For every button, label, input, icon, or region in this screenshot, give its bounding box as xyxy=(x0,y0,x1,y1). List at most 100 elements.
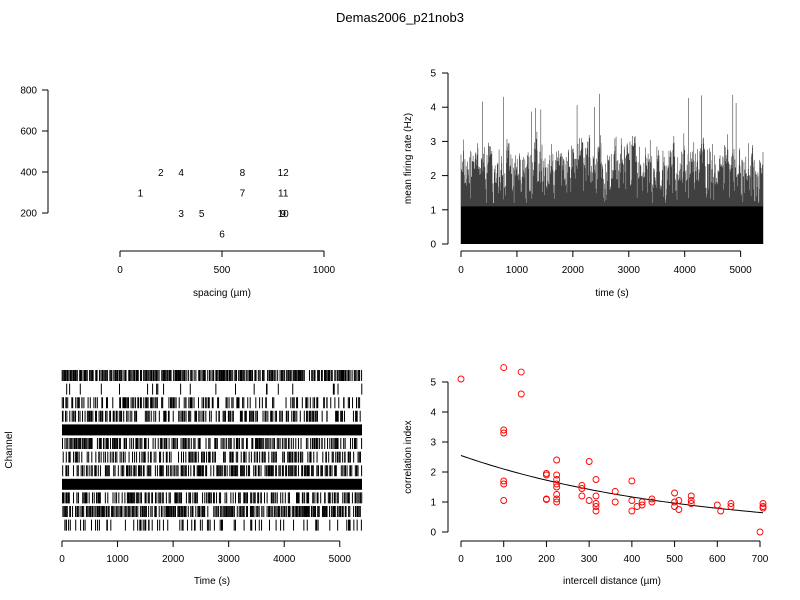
x-tick-label: 200 xyxy=(538,554,555,565)
x-tick-label: 600 xyxy=(709,554,726,565)
correlation-point xyxy=(592,507,600,515)
correlation-point xyxy=(457,375,465,383)
correlation-point xyxy=(500,477,508,485)
raster-plot: Channel 0 1000 2000 3000 4000 5000 Time (s) xyxy=(4,370,363,587)
y-axis-label: Channel xyxy=(4,431,15,468)
correlation-point xyxy=(542,496,550,504)
x-tick-label: 5000 xyxy=(329,554,352,565)
electrode-label: 6 xyxy=(219,230,225,241)
channel-8-spikes xyxy=(62,465,363,477)
x-tick-label: 400 xyxy=(624,554,641,565)
correlation-point xyxy=(500,497,508,504)
correlation-point xyxy=(727,500,735,507)
correlation-point xyxy=(717,507,725,515)
y-tick-label: 1 xyxy=(430,498,436,509)
x-tick-label: 0 xyxy=(458,265,464,276)
x-tick-label: 100 xyxy=(495,554,512,565)
correlation-point xyxy=(671,498,679,506)
correlation-point xyxy=(578,492,586,500)
correlation-point xyxy=(628,497,636,504)
channel-3-spikes xyxy=(61,397,361,409)
x-tick-label: 4000 xyxy=(273,554,296,565)
correlation-point xyxy=(553,456,561,464)
correlation-point xyxy=(675,506,683,513)
x-tick-label: 5000 xyxy=(730,265,753,276)
channel-4-spikes xyxy=(61,410,361,422)
electrode-label: 8 xyxy=(240,168,246,179)
electrode-label: 4 xyxy=(178,168,184,179)
y-tick-label: 4 xyxy=(430,103,436,114)
y-tick-label: 200 xyxy=(20,209,37,220)
x-tick-label: 2000 xyxy=(162,554,185,565)
x-tick-label: 700 xyxy=(752,554,769,565)
correlation-point xyxy=(553,498,561,506)
correlation-point xyxy=(759,504,767,512)
correlation-point xyxy=(648,495,656,503)
correlation-point xyxy=(611,488,619,495)
x-axis-label: time (s) xyxy=(595,288,628,299)
firing-rate-plot: 0 1 2 3 4 5 mean firing rate (Hz) 0 1000 2000 3000… xyxy=(403,69,764,299)
x-tick-label: 0 xyxy=(117,265,123,276)
fit-curve xyxy=(460,455,764,514)
channel-6-spikes xyxy=(62,438,363,449)
correlation-point xyxy=(542,471,550,479)
y-tick-label: 0 xyxy=(430,240,436,251)
electrode-label: 11 xyxy=(278,189,289,200)
correlation-point xyxy=(687,500,695,507)
electrode-label: 3 xyxy=(178,209,184,220)
correlation-plot: 0 1 2 3 4 5 correlation index 0 100 200 300 400 500 6… xyxy=(403,364,769,587)
correlation-point xyxy=(687,492,695,500)
y-tick-label: 3 xyxy=(430,438,436,449)
correlation-point xyxy=(592,476,600,483)
channel-7-spikes xyxy=(62,451,361,463)
electrode-label: 9 xyxy=(280,209,286,220)
x-axis-label: Time (s) xyxy=(194,576,230,587)
correlation-point xyxy=(553,476,561,483)
x-tick-label: 500 xyxy=(214,265,231,276)
correlation-point xyxy=(592,503,600,510)
correlation-point xyxy=(578,485,586,492)
y-tick-label: 600 xyxy=(20,127,37,138)
channel-1-spikes xyxy=(61,370,363,381)
channel-12-spikes xyxy=(64,519,362,531)
correlation-point xyxy=(500,364,508,372)
correlation-point xyxy=(675,497,683,504)
channel-2-spikes xyxy=(66,383,363,395)
correlation-point xyxy=(500,429,508,437)
y-tick-label: 5 xyxy=(430,69,436,80)
electrode-label: 7 xyxy=(240,189,246,200)
x-tick-label: 1000 xyxy=(106,554,129,565)
correlation-point xyxy=(500,426,508,434)
x-tick-label: 3000 xyxy=(218,554,241,565)
correlation-point xyxy=(553,471,561,479)
y-tick-label: 1 xyxy=(430,205,436,216)
correlation-point xyxy=(553,495,561,503)
electrode-label: 12 xyxy=(278,168,290,179)
correlation-point xyxy=(553,480,561,488)
x-tick-label: 4000 xyxy=(674,265,697,276)
x-tick-label: 1000 xyxy=(313,265,336,276)
correlation-point xyxy=(500,480,508,488)
y-tick-label: 5 xyxy=(430,378,436,389)
x-tick-label: 500 xyxy=(666,554,683,565)
correlation-point xyxy=(611,498,619,506)
channel-9-spikes xyxy=(62,478,362,490)
channel-10-spikes xyxy=(62,492,363,504)
correlation-point xyxy=(638,501,646,509)
correlation-point xyxy=(727,503,735,510)
y-tick-label: 800 xyxy=(20,86,37,97)
x-axis-label: intercell distance (µm) xyxy=(563,576,661,587)
electrode-label: 5 xyxy=(199,209,205,220)
correlation-point xyxy=(713,501,721,509)
correlation-point xyxy=(585,458,593,465)
correlation-point xyxy=(756,528,764,536)
y-tick-label: 2 xyxy=(430,171,436,182)
y-tick-label: 3 xyxy=(430,137,436,148)
x-tick-label: 0 xyxy=(458,554,464,565)
y-tick-label: 4 xyxy=(430,408,436,419)
correlation-point xyxy=(633,503,641,510)
y-tick-label: 400 xyxy=(20,168,37,179)
correlation-point xyxy=(671,503,679,510)
